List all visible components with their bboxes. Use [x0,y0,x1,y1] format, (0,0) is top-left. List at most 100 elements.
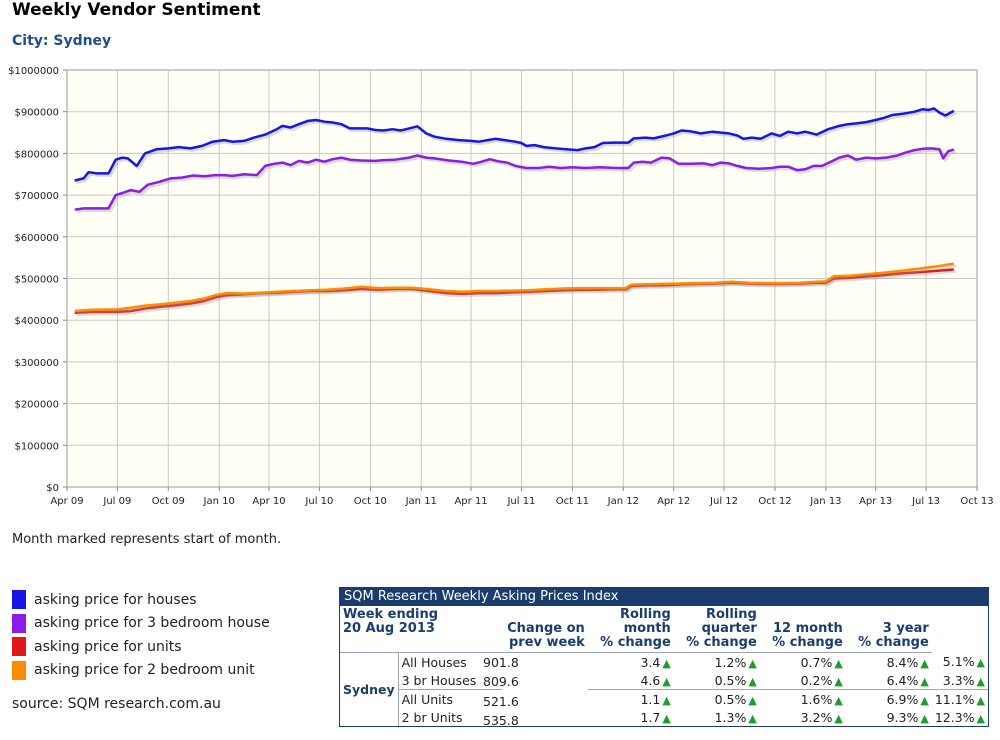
series-line-0 [74,107,955,182]
y-tick-label: $800000 [14,149,59,160]
up-arrow-icon: ▲ [834,656,843,670]
index-value: 901.8 [483,655,519,670]
change-cell: 3.3% ▲ [932,671,988,690]
up-arrow-icon: ▲ [662,656,671,670]
y-tick-label: $600000 [14,233,59,244]
change-value: 12.3% [934,709,975,725]
change-value: 5.1% [942,654,975,670]
table-row: 3 br Houses 809.6 4.6 ▲ 0.5% ▲ 0.2% ▲ 6.4% ▲… [340,671,988,690]
up-arrow-icon: ▲ [920,693,929,707]
change-value: 3.4 [640,654,661,670]
up-arrow-icon: ▲ [748,656,757,670]
up-arrow-icon: ▲ [976,674,985,688]
legend-swatch-2br-unit [12,660,26,680]
x-tick-label: Apr 13 [859,496,892,507]
col-header-rolling-quarter: Rolling quarter % change [673,606,760,653]
col-header-line: % change [772,635,843,650]
x-tick-label: Jul 12 [709,496,738,507]
y-tick-label: $500000 [14,275,59,286]
y-tick-label: $100000 [14,441,59,452]
legend-item-houses: asking price for houses [12,588,270,612]
week-ending-header: Week ending 20 Aug 2013 [340,606,502,653]
up-arrow-icon: ▲ [920,711,929,725]
up-arrow-icon: ▲ [976,693,985,707]
series-shadow [76,264,957,315]
property-type: All Units [398,689,502,708]
week-ending-label: Week ending [343,607,439,622]
y-tick-label: $400000 [14,316,59,327]
change-cell: 6.4% ▲ [846,671,932,690]
change-cell: 6.9% ▲ [845,689,932,708]
change-value: 1.3% [714,709,747,725]
x-axis-labels: Apr 09 Jul 09 Oct 09 Jan 10 Apr 10 Jul 10 Oct … [50,487,994,507]
y-tick-label: $1000000 [8,66,59,77]
x-tick-label: Apr 09 [50,496,83,507]
week-ending-date: 20 Aug 2013 [343,621,435,636]
col-header-line: % change [600,635,671,650]
up-arrow-icon: ▲ [662,693,671,707]
property-type: 3 br Houses [401,672,477,688]
legend-swatch-units [12,637,26,657]
change-value: 3.3% [942,672,975,688]
up-arrow-icon: ▲ [748,693,757,707]
change-value: 0.2% [800,672,833,688]
change-cell: 0.7% ▲ [760,653,846,672]
col-header-line: month [623,621,671,636]
up-arrow-icon: ▲ [834,711,843,725]
index-value: 521.6 [483,694,519,709]
col-header-line: % change [858,635,929,650]
y-axis-labels: $0 $100000 $200000 $300000 $400000 $500000 $60… [8,66,67,494]
change-cell: 8.4% ▲ [846,653,932,672]
change-cell: 11.1% ▲ [931,689,988,708]
up-arrow-icon: ▲ [748,674,757,688]
change-value: 1.6% [800,691,833,707]
series-line-3 [74,262,954,313]
series-line-1 [74,147,955,211]
change-value: 1.2% [714,654,747,670]
series-shadow [76,270,956,317]
change-value: 1.7 [640,709,661,725]
col-header-3-year: 3 year % change [845,606,932,653]
change-cell: 1.2% ▲ [674,653,760,672]
change-cell: 4.6 ▲ [588,671,674,690]
table-row: All Units 521.6 1.1 ▲ 0.5% ▲ 1.6% ▲ 6.9% ▲ 1… [340,689,988,709]
change-cell: 0.2% ▲ [760,671,846,690]
x-tick-label: Oct 11 [556,496,589,507]
change-cell: 5.1% ▲ [932,653,988,672]
up-arrow-icon: ▲ [748,711,757,725]
up-arrow-icon: ▲ [976,711,985,725]
change-cell: 0.5% ▲ [674,671,760,690]
legend: asking price for houses asking price for… [12,588,270,682]
property-type: 2 br Units [401,709,463,725]
legend-item-units: asking price for units [12,635,270,659]
x-tick-label: Apr 10 [252,496,285,507]
change-value: 6.9% [886,691,919,707]
up-arrow-icon: ▲ [834,674,843,688]
chart-note: Month marked represents start of month. [12,532,282,547]
legend-item-2br-unit: asking price for 2 bedroom unit [12,659,270,683]
change-cell: 1.7 ▲ [588,708,674,726]
sentiment-chart: $0 $100000 $200000 $300000 $400000 $500000 $60… [8,66,994,507]
up-arrow-icon: ▲ [662,674,671,688]
x-tick-label: Jul 11 [506,496,535,507]
page-title: Weekly Vendor Sentiment [12,0,261,20]
legend-label-2br-unit: asking price for 2 bedroom unit [34,662,255,679]
x-tick-label: Jan 11 [405,496,437,507]
y-tick-label: $200000 [14,400,59,411]
change-value: 4.6 [640,672,661,688]
col-header-prev-week: Change on prev week [501,606,588,653]
x-tick-label: Oct 12 [758,496,791,507]
change-cell: 1.3% ▲ [674,708,760,726]
legend-item-3br-house: asking price for 3 bedroom house [12,612,270,636]
up-arrow-icon: ▲ [920,656,929,670]
change-cell: 3.2% ▲ [760,708,846,726]
x-tick-label: Jan 13 [809,496,841,507]
x-tick-label: Oct 10 [354,496,387,507]
table-row: 2 br Units 535.8 1.7 ▲ 1.3% ▲ 3.2% ▲ 9.3% ▲ … [340,708,988,729]
change-value: 9.3% [886,709,919,725]
source-note: source: SQM research.com.au [12,696,221,712]
x-tick-label: Apr 12 [657,496,690,507]
col-header-line: % change [686,635,757,650]
up-arrow-icon: ▲ [976,656,985,670]
col-header-12-month: 12 month % change [759,606,846,653]
